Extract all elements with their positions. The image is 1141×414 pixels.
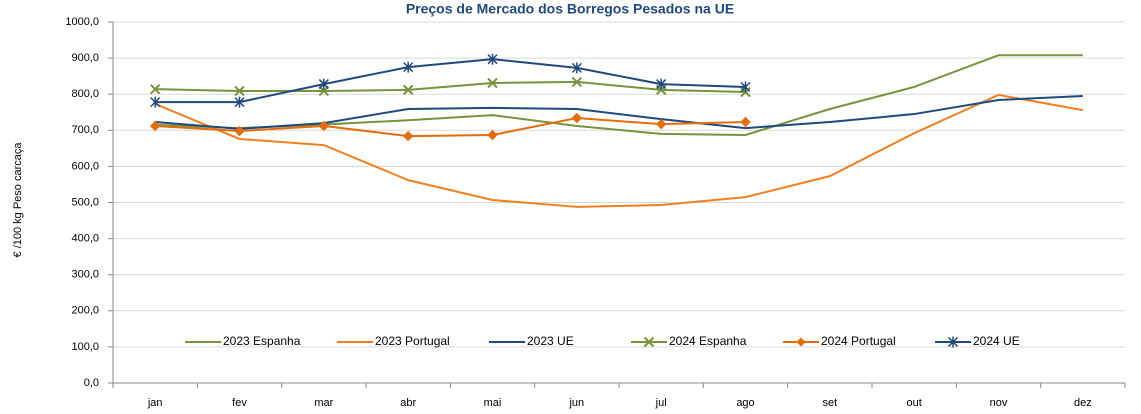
x-tick-label: ago	[736, 397, 754, 409]
legend-label: 2024 UE	[973, 334, 1020, 348]
legend-item: 2023 UE	[489, 334, 574, 348]
x-tick-label: nov	[990, 397, 1008, 409]
chart-title: Preços de Mercado dos Borregos Pesados n…	[406, 1, 734, 17]
y-tick-label: 0,0	[84, 377, 99, 389]
y-axis-label: € /100 kg Peso carcaça	[12, 142, 24, 258]
legend-item: 2023 Espanha	[185, 334, 301, 348]
y-tick-label: 900,0	[71, 52, 99, 64]
x-tick-label: mai	[484, 397, 502, 409]
y-tick-label: 200,0	[71, 305, 99, 317]
series-line	[154, 93, 1084, 208]
marker	[655, 118, 667, 130]
x-tick-label: jan	[147, 397, 163, 409]
y-tick-label: 400,0	[71, 233, 99, 245]
legend-label: 2024 Espanha	[669, 334, 747, 348]
legend-marker	[796, 337, 806, 347]
legend-item: 2024 Portugal	[783, 334, 896, 348]
legend-item: 2023 Portugal	[337, 334, 450, 348]
y-tick-label: 700,0	[71, 124, 99, 136]
marker	[656, 78, 667, 90]
legend-label: 2023 UE	[527, 334, 574, 348]
marker	[487, 77, 498, 89]
marker	[403, 61, 414, 73]
marker	[149, 120, 161, 132]
series-line	[155, 95, 1083, 130]
x-tick-label: out	[907, 397, 922, 409]
legend-label: 2023 Portugal	[375, 334, 450, 348]
y-tick-label: 100,0	[71, 341, 99, 353]
marker	[571, 112, 583, 124]
marker	[740, 116, 751, 128]
marker	[234, 96, 245, 108]
marker	[571, 62, 582, 74]
x-tick-label: jun	[568, 397, 584, 409]
marker	[318, 120, 330, 132]
x-tick-label: jul	[655, 397, 667, 409]
series-line	[155, 58, 746, 104]
y-tick-label: 300,0	[71, 269, 99, 281]
marker	[150, 96, 161, 108]
series-line	[155, 80, 746, 94]
legend-item: 2024 Espanha	[631, 334, 747, 348]
legend-marker	[643, 336, 655, 348]
y-tick-label: 1000,0	[65, 16, 99, 28]
series-line	[155, 54, 1083, 136]
x-tick-label: abr	[400, 397, 416, 409]
y-tick-label: 600,0	[71, 160, 99, 172]
legend-marker	[947, 336, 959, 348]
x-tick-label: mar	[314, 397, 333, 409]
x-tick-label: dez	[1074, 397, 1092, 409]
marker	[402, 130, 414, 142]
marker	[234, 85, 245, 97]
y-tick-label: 500,0	[71, 196, 99, 208]
legend-label: 2024 Portugal	[821, 334, 896, 348]
marker	[740, 81, 751, 93]
marker	[487, 129, 498, 141]
legend-item: 2024 UE	[935, 334, 1020, 348]
y-tick-label: 800,0	[71, 88, 99, 100]
marker	[402, 84, 414, 96]
marker	[487, 53, 498, 65]
marker	[149, 83, 161, 95]
legend-label: 2023 Espanha	[223, 334, 301, 348]
series-line	[155, 117, 746, 138]
marker	[234, 125, 245, 137]
marker	[571, 76, 583, 88]
x-tick-label: set	[822, 397, 837, 409]
marker	[318, 78, 329, 90]
x-tick-label: fev	[232, 397, 247, 409]
